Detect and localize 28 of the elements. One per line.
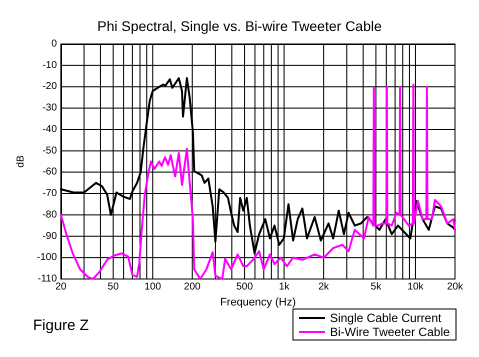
y-tick-label: -100 <box>36 252 58 264</box>
x-tick-label: 500 <box>236 282 254 292</box>
y-tick-label: -80 <box>42 209 58 220</box>
y-tick-label: -10 <box>42 60 58 71</box>
y-tick-label: -110 <box>38 274 58 284</box>
text: Figure Z <box>33 317 89 334</box>
y-tick-label: -40 <box>42 124 58 135</box>
x-tick-label: 1k <box>278 282 290 292</box>
x-tick-label: 50 <box>108 282 120 292</box>
chart-title: Phi Spectral, Single vs. Bi-wire Tweeter Cable <box>97 18 382 34</box>
y-tick-label: -20 <box>42 81 58 92</box>
y-tick-label: -70 <box>42 188 58 200</box>
x-tick-label: 20k <box>446 282 464 292</box>
legend-label: Single Cable Current <box>330 311 442 325</box>
x-tick-label: 200 <box>184 282 202 292</box>
y-tick-label: -60 <box>42 166 58 178</box>
y-tick-label: -50 <box>42 145 58 156</box>
x-tick-label: 5k <box>370 282 382 292</box>
x-axis-title: Frequency (Hz) <box>220 296 296 308</box>
legend-label: Bi-Wire Tweeter Cable <box>330 325 450 339</box>
x-tick-label: 20 <box>55 282 67 292</box>
y-tick-label: 0 <box>51 38 58 50</box>
y-tick-label: -90 <box>42 230 58 242</box>
x-tick-label: 2k <box>318 282 330 292</box>
x-tick-label: 100 <box>144 282 162 292</box>
x-tick-label: 10k <box>407 282 425 292</box>
y-tick-label: -30 <box>42 102 58 114</box>
y-axis-title: dB <box>16 155 26 168</box>
